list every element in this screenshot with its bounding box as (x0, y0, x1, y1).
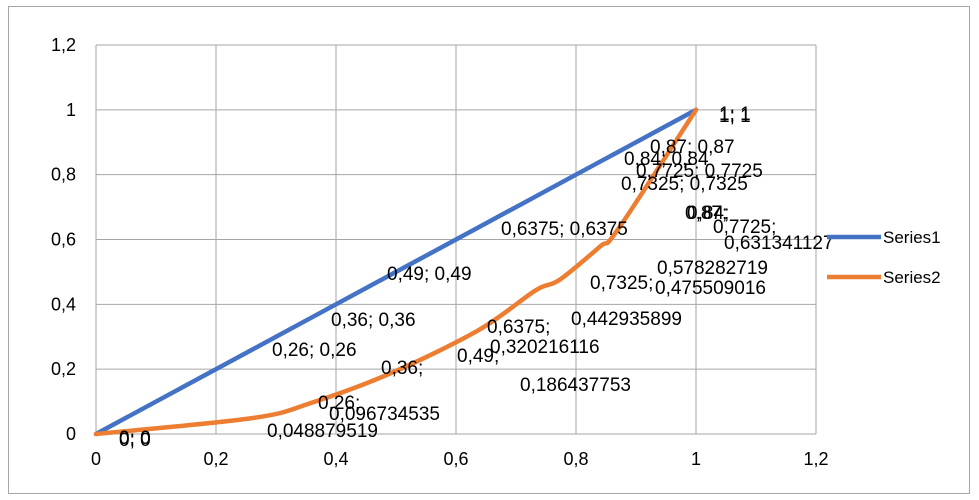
data-label: 0,84; 0,84 (624, 149, 709, 170)
x-tick-label: 0,8 (563, 449, 588, 469)
chart-svg: 0 0,2 0,4 0,6 0,8 1 1,2 0 0,2 0,4 0,6 0,8 1 1,2 0; 0 0,… (51, 35, 941, 469)
chart-area: 0 0,2 0,4 0,6 0,8 1 1,2 0 0,2 0,4 0,6 0,8 1 1,2 0; 0 0,… (8, 6, 970, 494)
x-tick-label: 0,4 (323, 449, 348, 469)
y-tick-label: 0 (66, 424, 76, 444)
data-label: 1; 1 (719, 106, 751, 127)
data-label: 0,048879519 (267, 421, 378, 442)
data-label: 0,26; (318, 393, 360, 414)
legend-label-1: Series1 (883, 228, 941, 247)
data-label: 0,7725; (713, 217, 776, 238)
data-label: 0,7325; (590, 273, 653, 294)
legend-label-2: Series2 (883, 268, 941, 287)
y-tick-label: 0,4 (51, 294, 76, 314)
data-label: 0,6375; 0,6375 (501, 219, 628, 240)
data-label: 0,631341127 (724, 233, 834, 254)
data-label: 0; 0 (119, 428, 151, 449)
y-tick-label: 1 (66, 100, 76, 120)
data-label: 0,49; (457, 346, 499, 367)
y-tick-label: 0,2 (51, 359, 76, 379)
x-tick-label: 0,6 (443, 449, 468, 469)
y-tick-label: 0,6 (51, 230, 76, 250)
data-label: 0,36; (381, 358, 423, 379)
data-label: 0,84; (687, 203, 729, 224)
data-label: 0; 0 (119, 430, 151, 451)
data-label: 0,7725; 0,7725 (636, 161, 763, 182)
data-label: 0,26; 0,26 (272, 340, 357, 361)
data-label: 0,320216116 (490, 337, 600, 358)
x-tick-label: 1,2 (803, 449, 828, 469)
data-label: 0,49; 0,49 (387, 264, 472, 285)
y-tick-label: 0,8 (51, 165, 76, 185)
data-label: 0,442935899 (571, 309, 682, 330)
data-label: 0,7325; 0,7325 (621, 174, 748, 195)
data-label: 0,87; (685, 203, 727, 224)
series-line-2 (93, 107, 699, 437)
x-tick-label: 1 (691, 449, 701, 469)
data-label: 0,186437753 (520, 375, 631, 396)
data-label: 0,096734535 (329, 404, 440, 425)
y-tick-label: 1,2 (51, 35, 76, 55)
data-label: 1; 1 (719, 104, 751, 125)
data-label: 0,475509016 (655, 278, 766, 299)
data-label: 0,6375; (487, 317, 550, 338)
data-label: 0,36; 0,36 (331, 310, 416, 331)
x-tick-label: 0 (91, 449, 101, 469)
x-tick-label: 0,2 (203, 449, 228, 469)
data-label: 0,578282719 (657, 258, 768, 279)
series-line-1 (93, 107, 699, 437)
data-label: 0,87; 0,87 (650, 137, 735, 158)
